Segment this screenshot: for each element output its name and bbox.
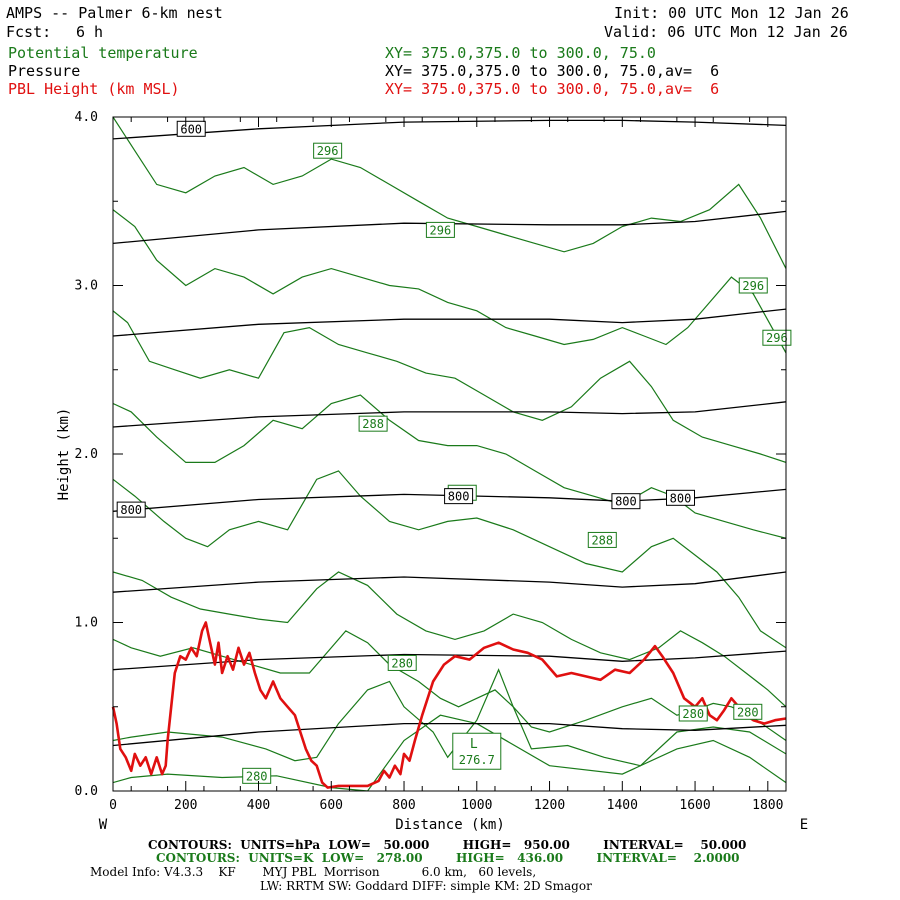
svg-text:296: 296 [317,144,339,158]
svg-text:800: 800 [670,491,692,505]
svg-text:600: 600 [180,122,202,136]
pressure-contour-0 [113,119,786,140]
x-tick-label-6: 1200 [534,798,565,813]
theta-contour-label-2: 296 [738,277,768,294]
x-tick-label-2: 400 [247,798,270,813]
svg-text:280: 280 [737,705,759,719]
theta-contour-info: CONTOURS: UNITS=K LOW= 278.00 HIGH= 436.… [156,851,740,865]
theta-contour-label-9: 280 [733,703,763,720]
low-marker-letter: L [470,737,478,752]
theta-contour-label-4: 288 [358,415,388,432]
contour-label-layer: 2962962962962882882882802802802806008008… [116,120,792,784]
theta-contour-3 [113,571,786,708]
theta-contour-label-6: 288 [587,531,617,548]
theta-contour-7 [113,209,786,354]
pressure-contour-layer [113,119,786,747]
pressure-contour-label-0: 600 [176,120,206,137]
low-marker-value: 276.7 [459,753,495,767]
pressure-contour-2 [113,308,786,337]
x-tick-label-5: 1000 [461,798,492,813]
pressure-contour-info: CONTOURS: UNITS=hPa LOW= 50.000 HIGH= 95… [148,838,747,852]
y-axis-label: Height (km) [56,408,72,501]
pressure-contour-5 [113,571,786,593]
x-tick-label-3: 600 [320,798,343,813]
theta-contour-1 [113,668,786,767]
plot-title: AMPS -- Palmer 6-km nest [6,4,223,22]
pressure-contour-label-4: 800 [666,489,696,506]
pressure-contour-label-2: 800 [444,488,474,505]
pressure-contour-4 [113,488,786,512]
x-tick-label-4: 800 [392,798,415,813]
pbl-height-line [111,621,787,789]
svg-text:280: 280 [682,707,704,721]
x-tick-label-9: 1800 [752,798,783,813]
theta-contour-label-10: 280 [242,767,272,784]
init-time: Init: 00 UTC Mon 12 Jan 26 [614,4,849,22]
x-start-label: W [99,817,108,833]
theta-contour-8 [113,117,786,269]
theta-contour-label-8: 280 [678,705,708,722]
theta-contour-label-7: 280 [387,654,417,671]
y-tick-label-0: 0.0 [75,784,98,799]
pressure-contour-7 [113,722,786,747]
pressure-contour-6 [113,650,786,671]
svg-text:800: 800 [448,490,470,504]
y-tick-label-1: 1.0 [75,616,98,631]
axis-layer: 0 200 400 600 800 1000 1200 1400 1600 1800 0.0 1.0 2… [75,110,786,813]
svg-text:296: 296 [430,223,452,237]
y-tick-label-2: 2.0 [75,447,98,462]
field-xy-theta: XY= 375.0,375.0 to 300.0, 75.0 [385,44,656,62]
theta-contour-label-1: 296 [425,221,455,238]
x-tick-label-0: 0 [109,798,117,813]
field-xy-pbl: XY= 375.0,375.0 to 300.0, 75.0,av= 6 [385,80,720,98]
theta-contour-5 [113,394,786,539]
x-tick-label-8: 1600 [679,798,710,813]
pressure-contour-3 [113,401,786,428]
x-tick-label-1: 200 [174,798,197,813]
pbl-height-layer [111,621,787,789]
model-info: Model Info: V4.3.3 KF MYJ PBL Morrison 6… [90,865,537,879]
svg-text:280: 280 [391,656,413,670]
pressure-contour-1 [113,210,786,245]
valid-time: Valid: 06 UTC Mon 12 Jan 26 [604,23,848,41]
pressure-contour-label-1: 800 [116,501,146,518]
field-name-theta: Potential temperature [8,44,198,62]
svg-text:288: 288 [362,417,384,431]
theta-contour-label-0: 296 [313,142,343,159]
x-end-label: E [800,817,808,833]
theta-contour-layer [113,117,786,791]
svg-text:800: 800 [615,495,637,509]
field-name-pressure: Pressure [8,62,81,80]
theta-contour-4 [113,470,786,649]
forecast-value: 6 h [76,23,104,41]
y-tick-label-3: 3.0 [75,279,98,294]
svg-text:296: 296 [742,279,764,293]
theta-contour-6 [113,310,786,463]
x-axis-label: Distance (km) [395,817,505,833]
svg-text:296: 296 [766,331,788,345]
y-tick-label-4: 4.0 [75,110,98,125]
forecast-label: Fcst: [6,23,52,41]
model-info-2: LW: RRTM SW: Goddard DIFF: simple KM: 2D… [260,879,592,893]
field-xy-pressure: XY= 375.0,375.0 to 300.0, 75.0,av= 6 [385,62,720,80]
pressure-contour-label-3: 800 [611,493,641,510]
svg-text:280: 280 [246,769,268,783]
theta-contour-0 [113,714,786,791]
theta-contour-label-3: 296 [762,329,792,346]
field-name-pbl: PBL Height (km MSL) [8,80,180,98]
x-tick-label-7: 1400 [607,798,638,813]
svg-text:288: 288 [591,533,613,547]
svg-text:800: 800 [120,503,142,517]
